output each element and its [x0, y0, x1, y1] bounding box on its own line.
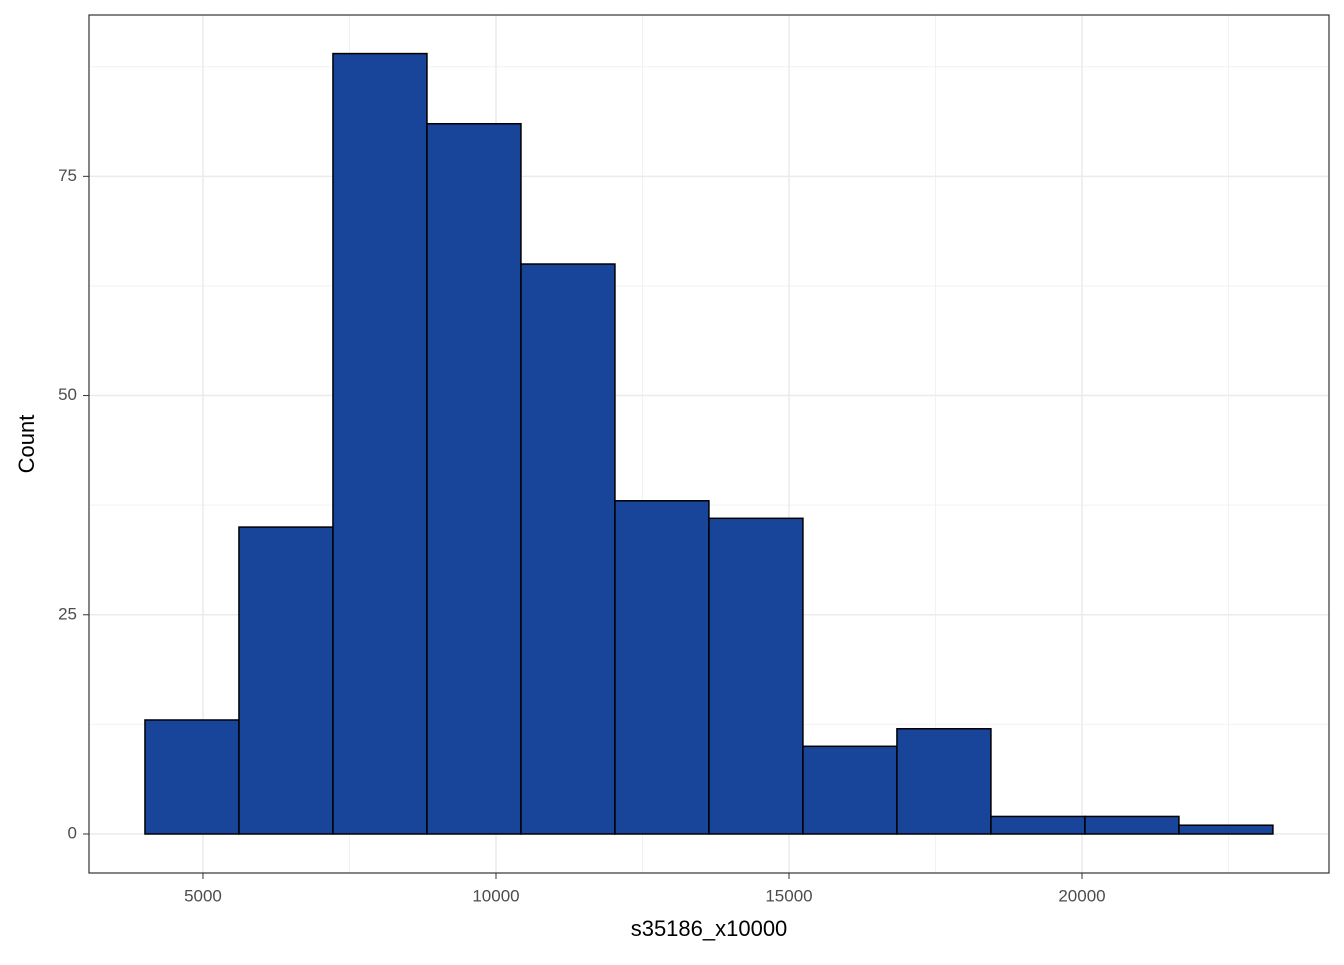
x-axis-title: s35186_x10000 — [631, 916, 788, 941]
bar — [896, 728, 992, 835]
y-tick-label: 0 — [68, 823, 77, 842]
x-tick-label: 15000 — [765, 886, 812, 905]
x-tick-label: 20000 — [1058, 886, 1105, 905]
bar — [614, 500, 710, 835]
bar — [990, 815, 1086, 835]
bar — [520, 263, 616, 835]
y-tick-label: 75 — [58, 166, 77, 185]
x-tick-label: 5000 — [184, 886, 222, 905]
bar — [708, 517, 804, 835]
bar — [144, 719, 240, 835]
x-tick-label: 10000 — [472, 886, 519, 905]
y-tick-label: 25 — [58, 604, 77, 623]
bar — [1084, 815, 1180, 835]
bar — [426, 122, 522, 835]
bar — [238, 526, 334, 835]
bar — [1178, 824, 1274, 835]
bar — [332, 52, 428, 835]
bar — [802, 745, 898, 835]
y-axis-title: Count — [14, 415, 39, 474]
y-tick-label: 50 — [58, 385, 77, 404]
panel-border — [88, 14, 1330, 874]
